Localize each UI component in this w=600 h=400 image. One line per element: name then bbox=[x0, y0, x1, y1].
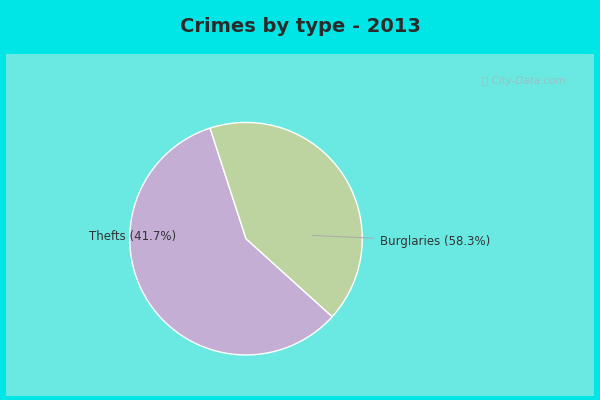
Text: Burglaries (58.3%): Burglaries (58.3%) bbox=[313, 234, 490, 248]
Wedge shape bbox=[210, 122, 362, 317]
Wedge shape bbox=[130, 128, 332, 355]
Text: Crimes by type - 2013: Crimes by type - 2013 bbox=[179, 18, 421, 36]
Text: Thefts (41.7%): Thefts (41.7%) bbox=[89, 230, 182, 243]
Text: ⓘ City-Data.com: ⓘ City-Data.com bbox=[482, 76, 565, 86]
